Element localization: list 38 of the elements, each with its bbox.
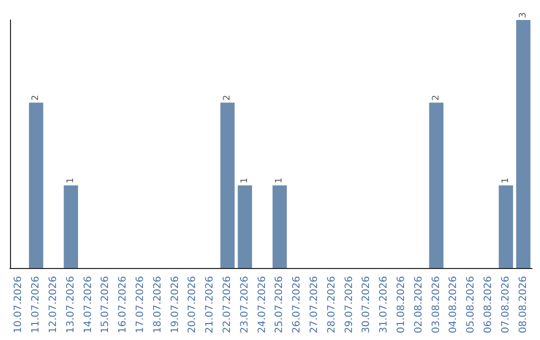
x-tick-label: 11.07.2026 [30,276,42,334]
data-label: 2 [31,94,42,101]
x-tick-label: 15.07.2026 [100,276,112,334]
x-tick-label: 13.07.2026 [65,276,76,334]
data-label: 3 [518,12,528,18]
x-tick-label: 17.07.2026 [135,276,146,334]
data-label: 1 [240,178,250,184]
x-tick-label: 26.07.2026 [292,276,303,334]
x-tick-label: 18.07.2026 [152,276,164,334]
x-tick-label: 30.07.2026 [361,276,372,334]
data-label: 1 [66,178,76,184]
x-tick-label: 01.08.2026 [396,276,407,334]
x-tick-label: 08.08.2026 [518,276,529,334]
x-tick-label: 12.07.2026 [48,276,59,334]
x-tick-label: 29.07.2026 [344,276,355,334]
x-tick-label: 05.08.2026 [466,276,477,334]
data-label: 2 [222,94,232,101]
x-tick-label: 14.07.2026 [82,276,94,334]
x-tick-label: 23.07.2026 [239,276,250,334]
x-tick-label: 02.08.2026 [413,276,424,334]
x-tick-label: 20.07.2026 [187,276,198,334]
x-tick-label: 06.08.2026 [483,276,494,334]
x-tick-label: 03.08.2026 [430,276,442,334]
x-tick-label: 27.07.2026 [309,276,320,334]
x-tick-label: 24.07.2026 [256,276,268,334]
data-label: 1 [274,178,285,184]
x-tick-label: 04.08.2026 [448,276,460,334]
x-tick-label: 21.07.2026 [204,276,216,334]
x-tick-label: 22.07.2026 [222,276,233,334]
x-tick-label: 16.07.2026 [118,276,129,334]
x-tick-label: 25.07.2026 [274,276,286,334]
x-tick-label: 28.07.2026 [326,276,338,334]
data-label: 2 [431,94,442,101]
x-tick-label: 10.07.2026 [13,276,24,334]
data-label: 1 [500,178,511,184]
x-tick-label: 31.07.2026 [378,276,390,334]
x-tick-label: 07.08.2026 [500,276,512,334]
x-tick-label: 19.07.2026 [170,276,181,334]
